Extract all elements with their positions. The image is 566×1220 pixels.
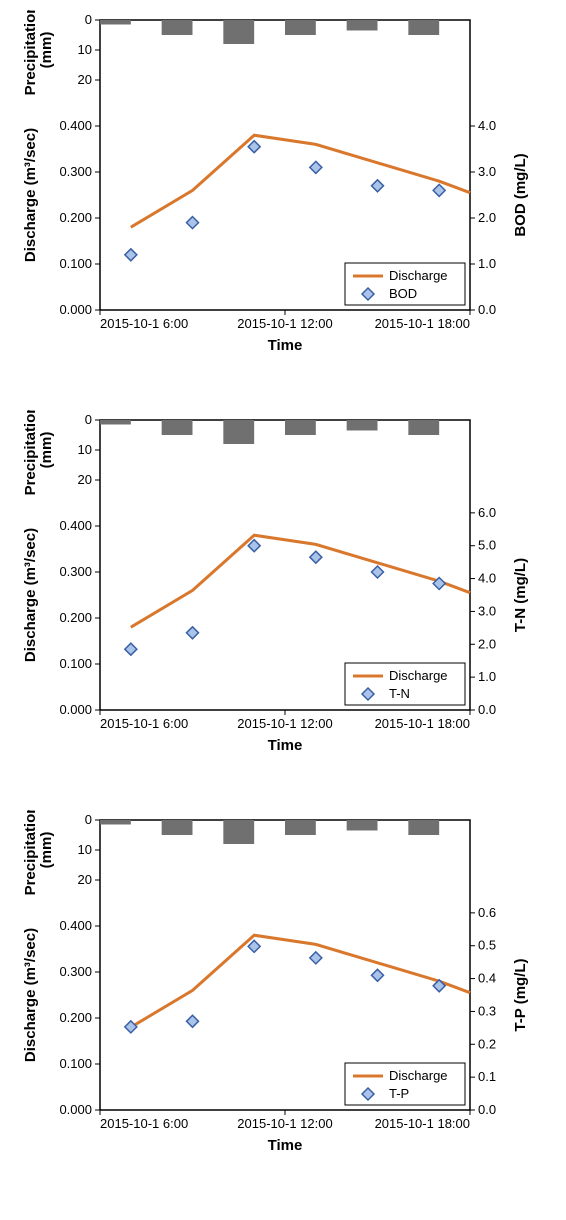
svg-text:2015-10-1 18:00: 2015-10-1 18:00	[375, 316, 470, 331]
svg-text:Discharge: Discharge	[389, 268, 448, 283]
svg-text:0.2: 0.2	[478, 1036, 496, 1051]
chart-tp: 0 10 20 0.000 0.100 0.200 0.300 0.400 0.0 0.1 0.2 0…	[10, 810, 556, 1180]
svg-text:0.000: 0.000	[59, 1102, 92, 1117]
svg-text:10: 10	[78, 842, 92, 857]
svg-text:0: 0	[85, 812, 92, 827]
svg-text:0.300: 0.300	[59, 564, 92, 579]
svg-text:1.0: 1.0	[478, 256, 496, 271]
svg-text:2015-10-1 6:00: 2015-10-1 6:00	[100, 316, 188, 331]
svg-text:2015-10-1 12:00: 2015-10-1 12:00	[237, 1116, 332, 1131]
svg-text:0: 0	[85, 12, 92, 27]
svg-text:20: 20	[78, 872, 92, 887]
chart-bod: 0 10 20 0.000 0.100 0.200 0.300 0.400 0.0 1.0 2.0 3…	[10, 10, 556, 380]
chart-wrap-bod: 0 10 20 0.000 0.100 0.200 0.300 0.400 0.0 1.0 2.0 3…	[10, 10, 556, 380]
chart-wrap-tn: 0 10 20 0.000 0.100 0.200 0.300 0.400 0.0 1.0 2.0 3…	[10, 410, 556, 780]
svg-text:(mm): (mm)	[38, 832, 55, 869]
svg-text:6.0: 6.0	[478, 505, 496, 520]
svg-text:T-P: T-P	[389, 1086, 409, 1101]
svg-text:2.0: 2.0	[478, 210, 496, 225]
svg-text:Discharge (m³/sec): Discharge (m³/sec)	[22, 528, 39, 662]
svg-text:0.000: 0.000	[59, 302, 92, 317]
svg-text:0.100: 0.100	[59, 656, 92, 671]
svg-text:Time: Time	[268, 1137, 303, 1154]
svg-text:0.200: 0.200	[59, 1010, 92, 1025]
svg-text:T-N: T-N	[389, 686, 410, 701]
svg-text:0.100: 0.100	[59, 1056, 92, 1071]
svg-text:0.400: 0.400	[59, 118, 92, 133]
svg-text:10: 10	[78, 42, 92, 57]
svg-text:(mm): (mm)	[38, 432, 55, 469]
svg-text:Time: Time	[268, 737, 303, 754]
svg-text:0.200: 0.200	[59, 210, 92, 225]
svg-text:2.0: 2.0	[478, 636, 496, 651]
svg-text:Discharge: Discharge	[389, 668, 448, 683]
svg-text:2015-10-1 12:00: 2015-10-1 12:00	[237, 316, 332, 331]
svg-text:0: 0	[85, 412, 92, 427]
svg-text:0.300: 0.300	[59, 164, 92, 179]
svg-text:0.0: 0.0	[478, 302, 496, 317]
svg-text:2015-10-1 18:00: 2015-10-1 18:00	[375, 1116, 470, 1131]
svg-text:T-N (mg/L): T-N (mg/L)	[512, 558, 529, 632]
svg-text:Precipitation: Precipitation	[22, 410, 39, 495]
chart-tn: 0 10 20 0.000 0.100 0.200 0.300 0.400 0.0 1.0 2.0 3…	[10, 410, 556, 780]
svg-text:2015-10-1 18:00: 2015-10-1 18:00	[375, 716, 470, 731]
svg-text:0.100: 0.100	[59, 256, 92, 271]
svg-text:0.3: 0.3	[478, 1003, 496, 1018]
svg-text:0.0: 0.0	[478, 702, 496, 717]
svg-text:20: 20	[78, 72, 92, 87]
svg-text:2015-10-1 6:00: 2015-10-1 6:00	[100, 716, 188, 731]
svg-text:0.200: 0.200	[59, 610, 92, 625]
svg-text:0.1: 0.1	[478, 1069, 496, 1084]
svg-text:5.0: 5.0	[478, 538, 496, 553]
svg-text:0.000: 0.000	[59, 702, 92, 717]
svg-text:3.0: 3.0	[478, 603, 496, 618]
svg-text:Discharge (m³/sec): Discharge (m³/sec)	[22, 128, 39, 262]
svg-text:4.0: 4.0	[478, 118, 496, 133]
svg-text:0.4: 0.4	[478, 971, 496, 986]
svg-text:0.6: 0.6	[478, 905, 496, 920]
svg-text:BOD: BOD	[389, 286, 417, 301]
svg-text:Discharge (m³/sec): Discharge (m³/sec)	[22, 928, 39, 1062]
svg-text:(mm): (mm)	[38, 32, 55, 69]
svg-text:0.400: 0.400	[59, 518, 92, 533]
svg-text:0.5: 0.5	[478, 938, 496, 953]
svg-text:Discharge: Discharge	[389, 1068, 448, 1083]
svg-text:4.0: 4.0	[478, 571, 496, 586]
svg-text:Time: Time	[268, 337, 303, 354]
svg-text:0.400: 0.400	[59, 918, 92, 933]
svg-text:BOD (mg/L): BOD (mg/L)	[512, 153, 529, 236]
svg-text:10: 10	[78, 442, 92, 457]
chart-wrap-tp: 0 10 20 0.000 0.100 0.200 0.300 0.400 0.0 0.1 0.2 0…	[10, 810, 556, 1180]
svg-text:T-P (mg/L): T-P (mg/L)	[512, 958, 529, 1031]
svg-text:Precipitation: Precipitation	[22, 10, 39, 95]
svg-text:1.0: 1.0	[478, 669, 496, 684]
svg-text:2015-10-1 12:00: 2015-10-1 12:00	[237, 716, 332, 731]
svg-text:3.0: 3.0	[478, 164, 496, 179]
svg-text:2015-10-1 6:00: 2015-10-1 6:00	[100, 1116, 188, 1131]
svg-text:0.300: 0.300	[59, 964, 92, 979]
svg-text:0.0: 0.0	[478, 1102, 496, 1117]
chart-stack: 010200.0000.1000.2000.3000.4000.01.02.03…	[10, 10, 556, 1180]
svg-text:20: 20	[78, 472, 92, 487]
svg-text:Precipitation: Precipitation	[22, 810, 39, 895]
